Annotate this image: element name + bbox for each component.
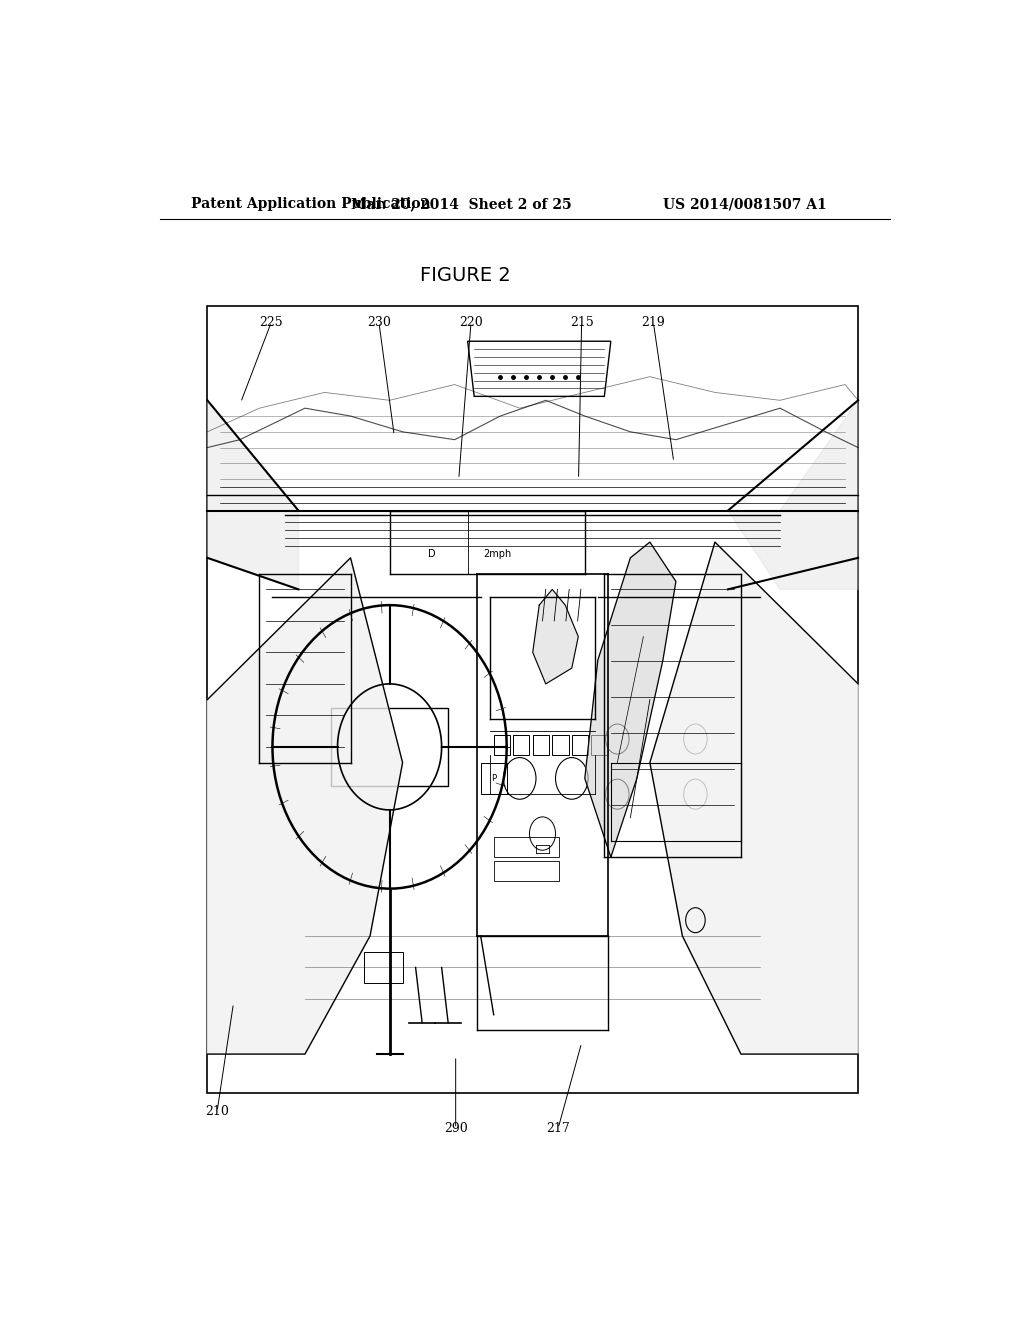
Text: 225: 225 xyxy=(259,315,284,329)
Text: D: D xyxy=(428,549,435,558)
Polygon shape xyxy=(585,543,676,857)
Text: 217: 217 xyxy=(546,1122,570,1135)
Polygon shape xyxy=(207,558,402,1055)
Polygon shape xyxy=(532,589,579,684)
Polygon shape xyxy=(207,400,298,589)
Text: 2mph: 2mph xyxy=(483,549,511,558)
Polygon shape xyxy=(650,543,858,1055)
Text: FIGURE 2: FIGURE 2 xyxy=(420,265,511,285)
Text: 220: 220 xyxy=(459,315,483,329)
Text: 215: 215 xyxy=(569,315,594,329)
Text: 219: 219 xyxy=(641,315,666,329)
Text: 290: 290 xyxy=(443,1122,468,1135)
Text: P: P xyxy=(492,774,497,783)
Text: 210: 210 xyxy=(205,1105,229,1118)
Text: Mar. 20, 2014  Sheet 2 of 25: Mar. 20, 2014 Sheet 2 of 25 xyxy=(351,197,571,211)
Polygon shape xyxy=(728,400,858,589)
Text: 230: 230 xyxy=(367,315,391,329)
Text: US 2014/0081507 A1: US 2014/0081507 A1 xyxy=(663,197,826,211)
Text: Patent Application Publication: Patent Application Publication xyxy=(191,197,431,211)
